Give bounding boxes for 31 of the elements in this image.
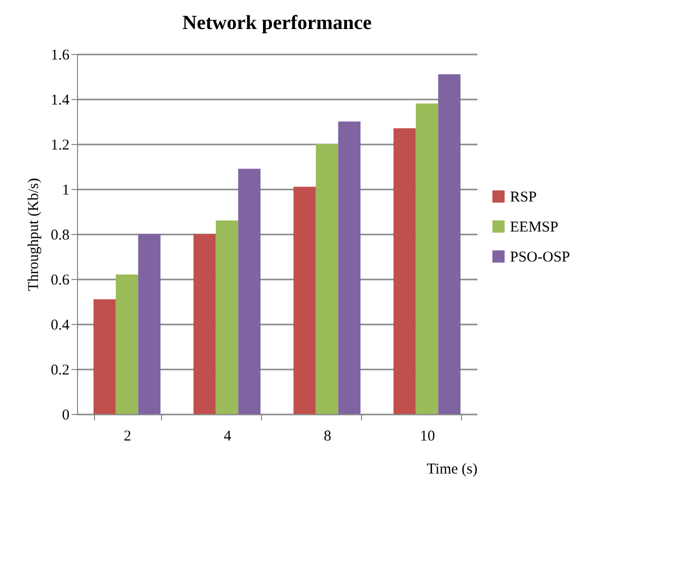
bar	[94, 299, 116, 414]
y-tick-label: 1.6	[50, 48, 70, 64]
x-tick-label: 10	[420, 428, 435, 444]
y-tick-label: 1	[62, 182, 70, 198]
y-tick-label: 1.2	[50, 138, 70, 154]
y-tick-label: 0	[62, 408, 70, 424]
chart-title: Network performance	[182, 12, 372, 34]
y-tick-label: 0.2	[50, 362, 70, 378]
bar	[238, 168, 260, 414]
legend-label: PSO-OSP	[510, 250, 570, 266]
x-tick-label: 8	[324, 428, 332, 444]
bar	[194, 234, 216, 414]
legend-label: EEMSP	[510, 220, 558, 236]
y-tick-label: 0.8	[50, 228, 70, 244]
bar	[416, 104, 438, 414]
bar	[438, 74, 460, 414]
bar	[316, 144, 338, 414]
bar	[338, 122, 360, 414]
bar	[138, 234, 160, 414]
bar	[394, 128, 416, 414]
bar	[216, 220, 238, 414]
x-tick-label: 4	[224, 428, 232, 444]
y-tick-label: 1.4	[50, 92, 70, 108]
x-axis-title: Time (s)	[426, 462, 478, 478]
y-tick-label: 0.6	[50, 272, 70, 288]
bar	[294, 186, 316, 414]
bar	[116, 274, 138, 414]
y-tick-label: 0.4	[50, 318, 70, 334]
x-tick-label: 2	[124, 428, 132, 444]
y-axis-title: Throughput (Kb/s)	[26, 178, 42, 291]
legend-label: RSP	[510, 190, 537, 206]
